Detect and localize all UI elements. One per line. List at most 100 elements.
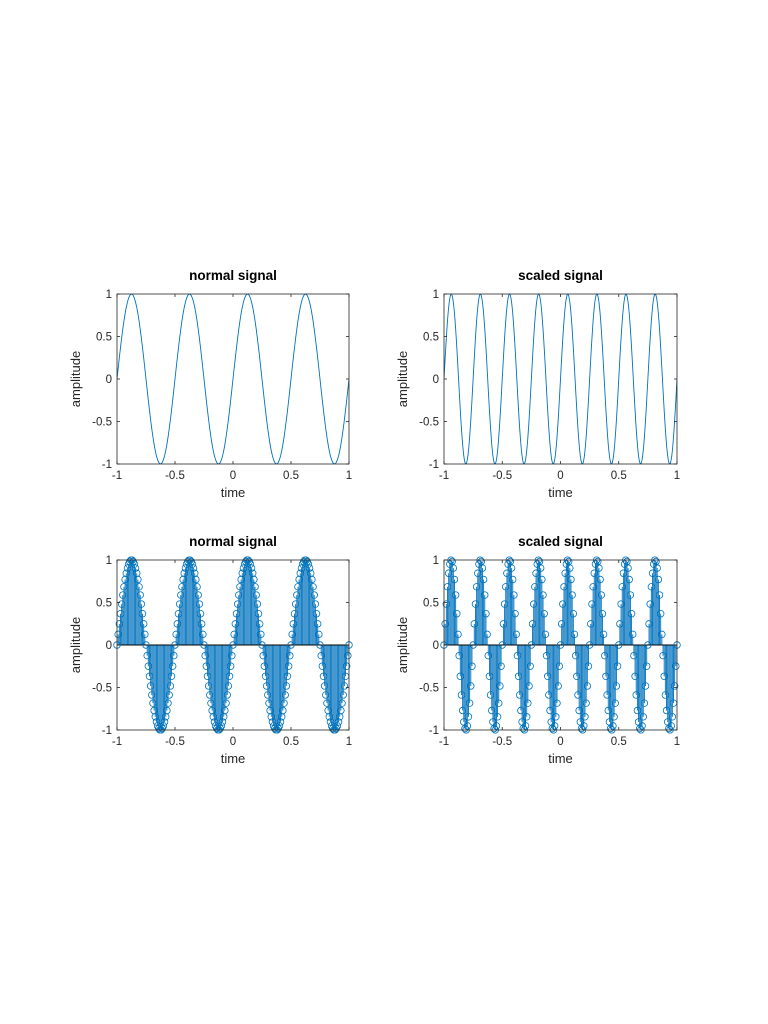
stem-marker: [606, 724, 615, 733]
stem-marker: [661, 691, 670, 699]
stem-marker: [323, 699, 331, 707]
stem-marker: [492, 722, 501, 730]
stem-marker: [618, 583, 626, 591]
stem-marker: [536, 564, 545, 572]
stem-marker: [507, 564, 516, 572]
stem-marker: [577, 724, 586, 733]
stem-marker: [232, 610, 241, 618]
y-tick-label: -1: [102, 725, 112, 737]
stem-marker: [511, 610, 519, 618]
y-tick-label: 1: [433, 555, 439, 567]
x-tick-label: 0: [230, 470, 236, 482]
stem-marker: [582, 699, 590, 707]
stem-marker: [145, 672, 154, 680]
stem-marker: [339, 691, 347, 699]
stem-marker: [257, 630, 265, 639]
y-tick-label: 1: [106, 289, 112, 301]
stem-marker: [137, 600, 146, 608]
stem-marker: [638, 722, 646, 730]
stem-marker: [668, 713, 677, 721]
stem-marker: [585, 641, 594, 649]
stem-marker: [625, 575, 633, 584]
stem-marker: [538, 575, 546, 584]
stem-marker: [646, 600, 654, 608]
stem-marker: [143, 651, 151, 660]
stem-marker: [170, 651, 178, 660]
stem-marker: [545, 691, 553, 699]
stem-marker: [609, 722, 617, 730]
stem-marker: [493, 713, 502, 721]
x-axis-label: time: [221, 751, 246, 766]
stem-marker: [333, 722, 342, 730]
x-tick-label: 0: [230, 736, 236, 748]
y-tick-label: 1: [106, 555, 112, 567]
stem-marker: [282, 682, 291, 690]
stem-marker: [342, 662, 351, 670]
stem-marker: [546, 706, 554, 715]
stem-marker: [509, 575, 517, 584]
stem-marker: [571, 651, 580, 660]
stem-marker: [514, 672, 523, 680]
stem-marker: [193, 583, 201, 591]
stem-marker: [624, 564, 632, 572]
stem-marker: [532, 569, 540, 577]
stem-marker: [166, 682, 175, 690]
stem-marker: [461, 724, 469, 733]
stem-marker: [246, 560, 255, 568]
stem-marker: [599, 630, 608, 639]
stem-marker: [573, 672, 581, 680]
stem-marker: [575, 706, 583, 715]
y-axis-label: amplitude: [68, 351, 83, 407]
stem-marker: [279, 706, 287, 715]
stem-marker: [455, 651, 463, 660]
stem-marker: [654, 575, 663, 584]
stem-marker: [641, 682, 650, 690]
y-tick-label: 0.5: [96, 332, 112, 344]
stem-marker: [595, 564, 603, 572]
stem-marker: [119, 591, 127, 599]
stem-marker: [290, 610, 299, 618]
stem-marker: [525, 682, 533, 690]
stem-marker: [464, 713, 473, 721]
stem-marker: [255, 620, 264, 628]
stem-marker: [468, 662, 476, 670]
stem-marker: [485, 672, 494, 680]
stem-marker: [643, 662, 651, 670]
stem-marker: [320, 682, 329, 690]
stem-marker: [627, 610, 636, 618]
stem-marker: [659, 651, 667, 660]
stem-marker: [528, 620, 537, 628]
x-tick-label: -1: [439, 470, 449, 482]
stem-marker: [488, 706, 496, 715]
stem-marker: [316, 641, 324, 649]
stem-marker: [639, 713, 647, 721]
x-tick-label: 0.5: [283, 736, 299, 748]
stem-marker: [152, 718, 161, 726]
stem-marker: [223, 691, 231, 699]
stem-marker: [114, 630, 122, 639]
stem-marker: [581, 713, 589, 721]
stem-marker: [209, 713, 217, 721]
y-tick-label: 0: [433, 374, 439, 386]
stem-marker: [456, 672, 465, 680]
stem-marker: [275, 722, 284, 730]
stem-marker: [254, 610, 263, 618]
stem-marker: [230, 630, 238, 639]
stem-marker: [203, 672, 212, 680]
stem-marker: [521, 722, 530, 730]
stem-marker: [200, 641, 208, 649]
stem-marker: [444, 569, 453, 577]
stem-marker: [481, 591, 489, 599]
stem-marker: [224, 682, 233, 690]
stem-marker: [555, 662, 564, 670]
stem-marker: [315, 630, 323, 639]
stem-marker: [510, 591, 518, 599]
y-axis-label: amplitude: [68, 617, 83, 673]
stem-marker: [233, 600, 242, 608]
stem-marker: [512, 630, 520, 639]
stem-marker: [226, 662, 235, 670]
y-axis-label: amplitude: [395, 351, 410, 407]
stem-marker: [204, 682, 213, 690]
x-tick-label: 1: [346, 470, 352, 482]
stem-marker: [457, 691, 466, 699]
